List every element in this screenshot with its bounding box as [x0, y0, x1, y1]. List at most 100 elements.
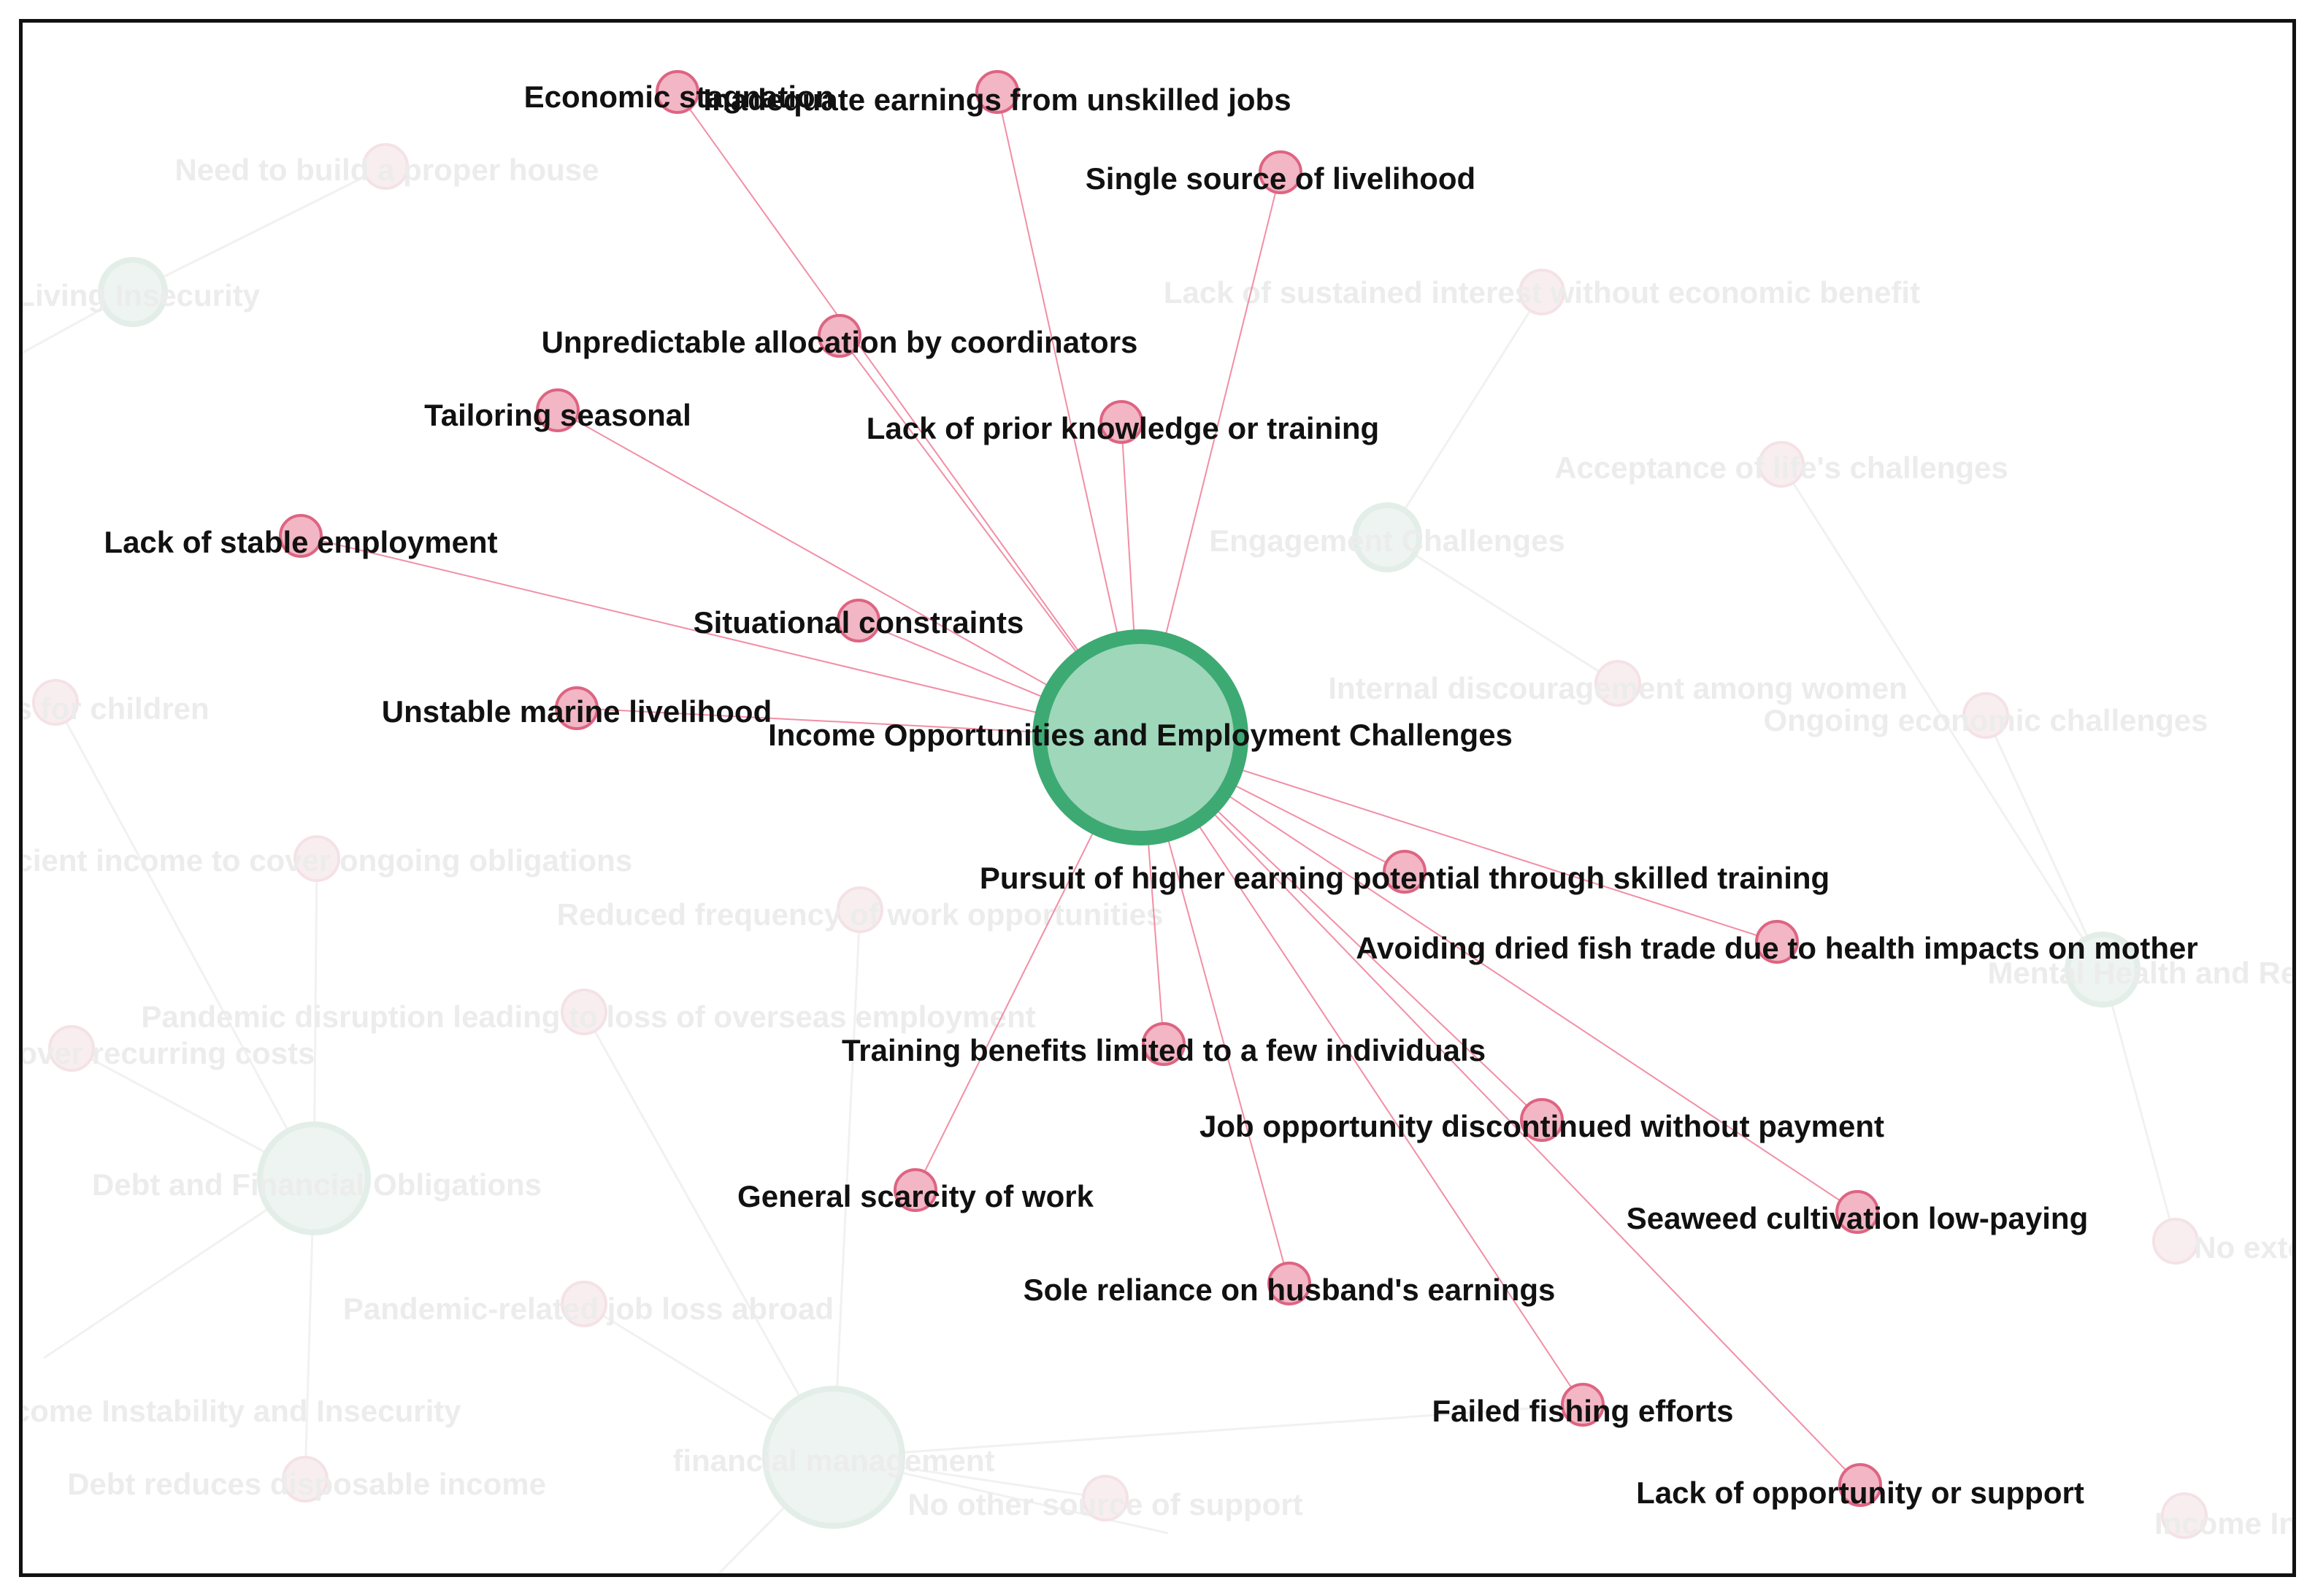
- faded-node: [1962, 692, 2009, 739]
- node-training-benefits-limited-to-a-few-individuals[interactable]: [1142, 1022, 1186, 1066]
- faded-label-ngs-for-children: ngs for children: [23, 691, 210, 726]
- faded-hub-node: [98, 257, 168, 327]
- faded-node: [1519, 269, 1565, 315]
- label-single-source-of-livelihood: Single source of livelihood: [1086, 161, 1475, 196]
- faded-node: [1594, 660, 1641, 707]
- node-tailoring-seasonal[interactable]: [536, 388, 580, 432]
- faded-node: [561, 1281, 607, 1327]
- graph-frame: Need to build a proper house and Living I…: [19, 19, 2296, 1577]
- node-seaweed-cultivation-low-paying[interactable]: [1835, 1190, 1879, 1234]
- label-situational-constraints: Situational constraints: [694, 605, 1024, 640]
- faded-node: [2152, 1218, 2199, 1265]
- label-inadequate-earnings-from-unskilled-jobs: Inadequate earnings from unskilled jobs: [703, 83, 1291, 117]
- background-edges: [23, 165, 2177, 1573]
- node-inadequate-earnings-from-unskilled-jobs[interactable]: [975, 70, 1019, 114]
- faded-hub-node: [257, 1121, 371, 1235]
- faded-hub-node: [762, 1386, 905, 1529]
- hub-node-label: Income Opportunities and Employment Chal…: [768, 718, 1513, 752]
- faded-edge: [1386, 291, 1543, 538]
- faded-edge: [2101, 969, 2177, 1242]
- faded-label-need-to-build-a-proper-house: Need to build a proper house: [174, 153, 599, 187]
- faded-label-engagement-challenges: Engagement Challenges: [1209, 523, 1565, 558]
- label-sole-reliance-on-husband-s-earnings: Sole reliance on husband's earnings: [1024, 1273, 1556, 1307]
- network-graph: Need to build a proper house and Living I…: [23, 70, 2296, 1573]
- faded-node: [32, 679, 79, 726]
- faded-label-pandemic-disruption-leading-to-loss-of-overseas-employment: Pandemic disruption leading to loss of o…: [141, 1000, 1035, 1034]
- faded-label-ongoing-economic-challenges: Ongoing economic challenges: [1763, 703, 2208, 737]
- faded-label-debt-reduces-disposable-income: Debt reduces disposable income: [67, 1467, 546, 1501]
- label-unstable-marine-livelihood: Unstable marine livelihood: [382, 694, 772, 729]
- faded-edge: [132, 165, 386, 294]
- faded-node: [1082, 1475, 1129, 1522]
- label-lack-of-opportunity-or-support: Lack of opportunity or support: [1636, 1476, 2084, 1510]
- node-lack-of-prior-knowledge-or-training[interactable]: [1099, 400, 1143, 444]
- node-job-opportunity-discontinued-without-payment[interactable]: [1520, 1098, 1564, 1142]
- faded-node: [2161, 1492, 2208, 1539]
- faded-edge: [583, 1011, 835, 1458]
- faded-node: [1758, 441, 1805, 488]
- node-single-source-of-livelihood[interactable]: [1259, 150, 1302, 194]
- label-job-opportunity-discontinued-without-payment: Job opportunity discontinued without pay…: [1199, 1109, 1884, 1143]
- edge-tailoring-seasonal: [557, 410, 1141, 738]
- label-unpredictable-allocation-by-coordinators: Unpredictable allocation by coordinators: [542, 325, 1138, 359]
- faded-node: [282, 1456, 329, 1503]
- faded-label-financial-management: financial management: [672, 1443, 994, 1478]
- hub-node-group[interactable]: [1032, 629, 1248, 845]
- node-situational-constraints[interactable]: [837, 599, 880, 642]
- faded-label-icient-income-to-cover-ongoing-obligations: icient income to cover ongoing obligatio…: [23, 843, 632, 878]
- edge-economic-stagnation: [677, 91, 1141, 738]
- label-general-scarcity-of-work: General scarcity of work: [737, 1179, 1094, 1213]
- edge-lack-of-opportunity-or-support: [1140, 737, 1861, 1486]
- label-lack-of-stable-employment: Lack of stable employment: [104, 525, 497, 559]
- label-training-benefits-limited-to-a-few-individuals: Training benefits limited to a few indiv…: [842, 1033, 1486, 1067]
- node-lack-of-opportunity-or-support[interactable]: [1838, 1463, 1882, 1507]
- node-avoiding-dried-fish-trade-due-to-health-impacts-on-mother[interactable]: [1755, 920, 1799, 964]
- faded-node: [561, 989, 607, 1035]
- faded-label-income-insec: Income Insec: [2154, 1506, 2296, 1541]
- node-unpredictable-allocation-by-coordinators[interactable]: [818, 314, 861, 358]
- faded-node: [837, 886, 883, 933]
- node-failed-fishing-efforts[interactable]: [1561, 1383, 1605, 1427]
- node-unstable-marine-livelihood[interactable]: [555, 686, 599, 730]
- faded-edge: [1386, 536, 1619, 685]
- background-labels: Need to build a proper house and Living I…: [23, 153, 2296, 1541]
- node-sole-reliance-on-husband-s-earnings[interactable]: [1267, 1262, 1311, 1305]
- faded-hub-node: [1352, 502, 1422, 572]
- label-seaweed-cultivation-low-paying: Seaweed cultivation low-paying: [1627, 1201, 2088, 1235]
- label-lack-of-prior-knowledge-or-training: Lack of prior knowledge or training: [867, 411, 1379, 445]
- faded-edge: [54, 702, 315, 1179]
- edge-avoiding-dried-fish-trade-due-to-health-impacts-on-mother: [1140, 737, 1778, 943]
- faded-node: [293, 835, 340, 882]
- label-pursuit-of-higher-earning-potential-through-skilled-training: Pursuit of higher earning potential thro…: [980, 861, 1830, 895]
- label-avoiding-dried-fish-trade-due-to-health-impacts-on-mother: Avoiding dried fish trade due to health …: [1356, 931, 2198, 965]
- label-tailoring-seasonal: Tailoring seasonal: [424, 398, 691, 432]
- edge-inadequate-earnings-from-unskilled-jobs: [997, 91, 1141, 738]
- faded-hub-node: [2065, 932, 2141, 1008]
- node-lack-of-stable-employment[interactable]: [279, 514, 323, 558]
- faded-label-pandemic-related-job-loss-abroad: Pandemic-related job loss abroad: [343, 1292, 834, 1326]
- node-general-scarcity-of-work[interactable]: [894, 1168, 937, 1212]
- faded-label-income-instability-and-insecurity: Income Instability and Insecurity: [23, 1394, 461, 1428]
- faded-label-no-external-su: No external su: [2194, 1230, 2296, 1265]
- hub-node[interactable]: [1032, 629, 1248, 845]
- edge-failed-fishing-efforts: [1140, 737, 1583, 1405]
- faded-label-and-living-insecurity: and Living Insecurity: [23, 278, 261, 312]
- faded-edge: [832, 909, 861, 1458]
- faded-edge: [1780, 464, 2104, 970]
- faded-label-reduced-frequency-of-work-opportunities: Reduced frequency of work opportunities: [557, 897, 1164, 932]
- foreground-nodes: [279, 70, 1882, 1507]
- faded-edge: [1984, 715, 2104, 970]
- label-failed-fishing-efforts: Failed fishing efforts: [1432, 1394, 1733, 1428]
- faded-label-acceptance-of-life-s-challenges: Acceptance of life's challenges: [1554, 450, 2008, 485]
- faded-label-internal-discouragement-among-women: Internal discouragement among women: [1328, 671, 1907, 705]
- faded-node: [362, 143, 409, 190]
- node-pursuit-of-higher-earning-potential-through-skilled-training[interactable]: [1383, 850, 1427, 894]
- node-economic-stagnation[interactable]: [656, 70, 699, 114]
- faded-label-o-cover-recurring-costs: o cover recurring costs: [23, 1036, 315, 1070]
- edge-lack-of-stable-employment: [300, 535, 1141, 738]
- faded-label-debt-and-financial-obligations: Debt and Financial Obligations: [92, 1167, 542, 1202]
- label-economic-stagnation: Economic stagnation: [524, 80, 834, 114]
- background-nodes: [32, 143, 2208, 1539]
